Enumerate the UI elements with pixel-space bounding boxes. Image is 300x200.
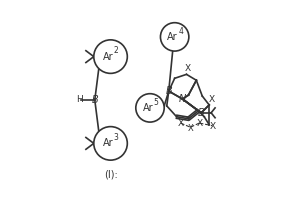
Text: 5: 5 xyxy=(154,98,158,107)
Text: B: B xyxy=(92,95,98,105)
Text: Ar: Ar xyxy=(103,138,114,148)
Text: 3: 3 xyxy=(113,133,118,142)
Text: 2: 2 xyxy=(113,46,118,55)
Circle shape xyxy=(94,40,127,73)
Text: 4: 4 xyxy=(178,27,183,36)
Text: X: X xyxy=(178,119,184,128)
Text: Ar: Ar xyxy=(143,103,153,113)
Circle shape xyxy=(136,94,164,122)
Circle shape xyxy=(160,23,189,51)
Text: X: X xyxy=(209,96,215,104)
Text: X: X xyxy=(188,124,193,133)
Text: (I):: (I): xyxy=(104,170,117,180)
Text: H: H xyxy=(76,96,83,104)
Text: X: X xyxy=(210,122,216,131)
Text: N: N xyxy=(179,94,186,104)
Text: Ar: Ar xyxy=(103,52,114,62)
Text: X: X xyxy=(184,64,190,73)
Text: Ar: Ar xyxy=(167,32,178,42)
Text: B: B xyxy=(165,86,172,96)
Text: X: X xyxy=(196,119,203,128)
Text: B: B xyxy=(198,108,205,118)
Circle shape xyxy=(94,127,127,160)
